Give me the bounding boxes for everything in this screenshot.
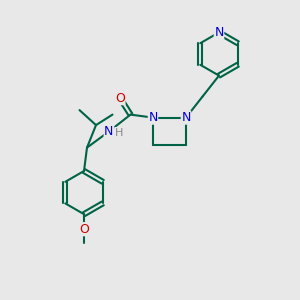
Text: O: O [79, 223, 89, 236]
Text: N: N [148, 111, 158, 124]
Text: N: N [181, 111, 191, 124]
Text: N: N [104, 124, 114, 138]
Text: O: O [115, 92, 125, 105]
Text: N: N [214, 26, 224, 39]
Text: H: H [115, 128, 123, 138]
